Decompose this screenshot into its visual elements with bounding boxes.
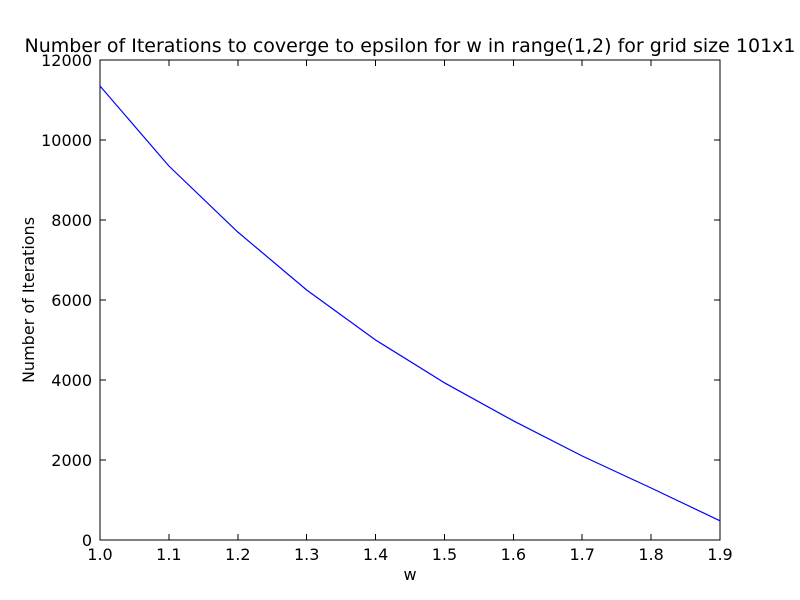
x-tick-label: 1.0 [87,545,112,564]
x-axis-ticks: 1.0 1.1 1.2 1.3 1.4 1.5 1.6 1.7 1.8 1.9 [87,60,733,564]
x-axis-title: w [403,565,416,584]
plot-frame [99,59,721,541]
x-tick-label: 1.5 [432,545,457,564]
y-axis-ticks: 0 2000 4000 6000 8000 10000 12000 [41,51,720,550]
plot-area [99,59,721,541]
y-axis-title: Number of Iterations [19,217,38,383]
x-tick-label: 1.9 [707,545,732,564]
y-tick-label: 0 [82,531,92,550]
x-tick-label: 1.7 [569,545,594,564]
y-tick-label: 6000 [51,291,92,310]
series-line [99,85,721,522]
x-tick-label: 1.1 [156,545,181,564]
y-tick-label: 2000 [51,451,92,470]
x-tick-label: 1.8 [638,545,663,564]
y-tick-label: 12000 [41,51,92,70]
x-tick-label: 1.2 [225,545,250,564]
x-tick-label: 1.4 [363,545,388,564]
y-tick-label: 8000 [51,211,92,230]
chart-title: Number of Iterations to coverge to epsil… [25,35,796,57]
series-layer [99,85,721,522]
x-tick-label: 1.3 [294,545,319,564]
y-tick-label: 10000 [41,131,92,150]
x-tick-label: 1.6 [501,545,526,564]
y-tick-label: 4000 [51,371,92,390]
